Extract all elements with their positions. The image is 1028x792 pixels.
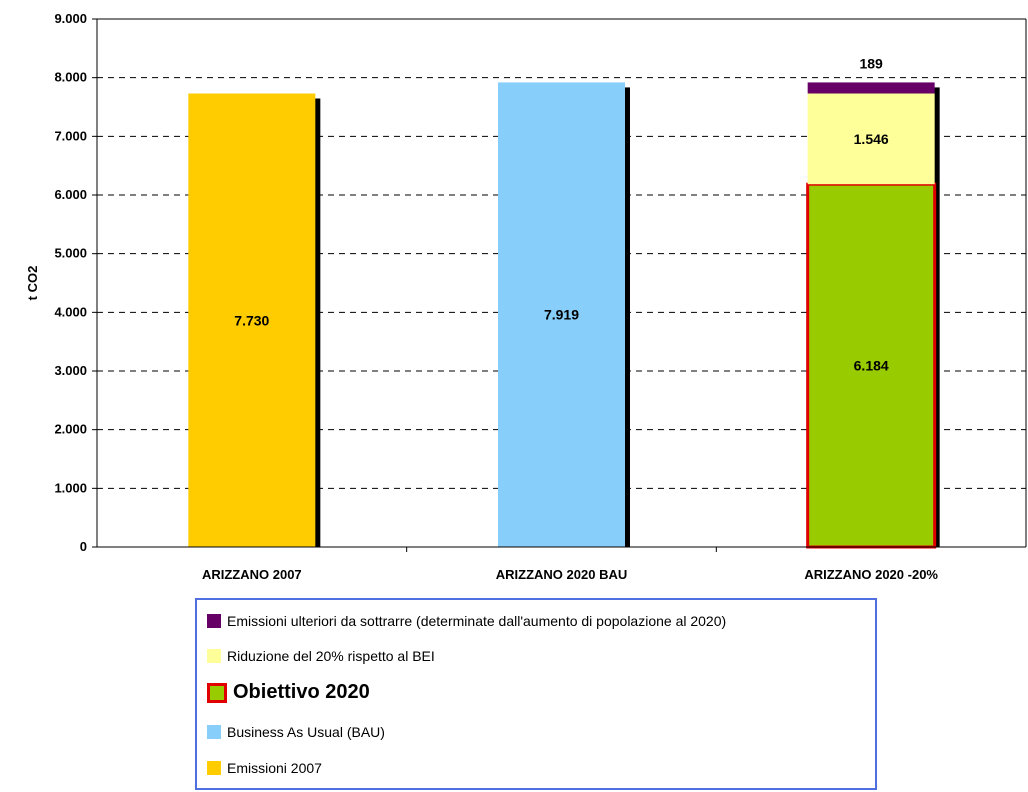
y-tick-label: 1.000: [54, 480, 87, 495]
y-tick-label: 5.000: [54, 246, 87, 261]
x-tick-label: ARIZZANO 2007: [202, 567, 302, 582]
y-tick-label: 9.000: [54, 11, 87, 26]
axis-labels: 0 1.000 2.000 3.000 4.000 5.000 6.000 7.000 8.00…: [54, 11, 938, 582]
bars: [188, 82, 940, 549]
y-tick-label: 8.000: [54, 70, 87, 85]
legend-label: Emissioni 2007: [227, 760, 322, 776]
legend-label: Business As Usual (BAU): [227, 724, 385, 740]
y-tick-label: 0: [80, 539, 87, 554]
axes: [96, 18, 1027, 548]
bar-segment: [807, 82, 935, 94]
legend: Emissioni ulteriori da sottrarre (determ…: [195, 598, 877, 790]
data-label: 7.919: [544, 307, 579, 323]
y-axis-title: t CO2: [25, 266, 40, 301]
bar-segment: [498, 82, 625, 547]
data-label: 1.546: [854, 131, 889, 147]
legend-label: Emissioni ulteriori da sottrarre (determ…: [227, 613, 727, 629]
y-tick-label: 6.000: [54, 187, 87, 202]
data-label: 189: [859, 55, 883, 71]
legend-swatch: [207, 649, 221, 663]
legend-swatch: [207, 725, 221, 739]
legend-item: Emissioni 2007: [207, 760, 322, 776]
chart: 0 1.000 2.000 3.000 4.000 5.000 6.000 7.000 8.00…: [25, 11, 1027, 582]
legend-swatch: [207, 682, 227, 703]
y-tick-label: 4.000: [54, 304, 87, 319]
legend-item: Business As Usual (BAU): [207, 724, 385, 740]
x-tick-label: ARIZZANO 2020 -20%: [804, 567, 938, 582]
data-label: 6.184: [854, 358, 889, 374]
legend-swatch: [207, 614, 221, 628]
legend-item: Obiettivo 2020: [207, 681, 370, 704]
bar-segment: [806, 182, 937, 549]
legend-label: Riduzione del 20% rispetto al BEI: [227, 648, 435, 664]
bar-segment: [188, 93, 316, 548]
y-tick-label: 2.000: [54, 422, 87, 437]
data-label: 7.730: [234, 312, 269, 328]
legend-item: Riduzione del 20% rispetto al BEI: [207, 648, 435, 664]
legend-swatch: [207, 761, 221, 775]
x-tick-label: ARIZZANO 2020 BAU: [496, 567, 627, 582]
legend-label: Obiettivo 2020: [233, 681, 370, 703]
bar-segment: [807, 93, 935, 185]
y-tick-label: 3.000: [54, 363, 87, 378]
legend-item: Emissioni ulteriori da sottrarre (determ…: [207, 613, 726, 629]
y-tick-label: 7.000: [54, 128, 87, 143]
